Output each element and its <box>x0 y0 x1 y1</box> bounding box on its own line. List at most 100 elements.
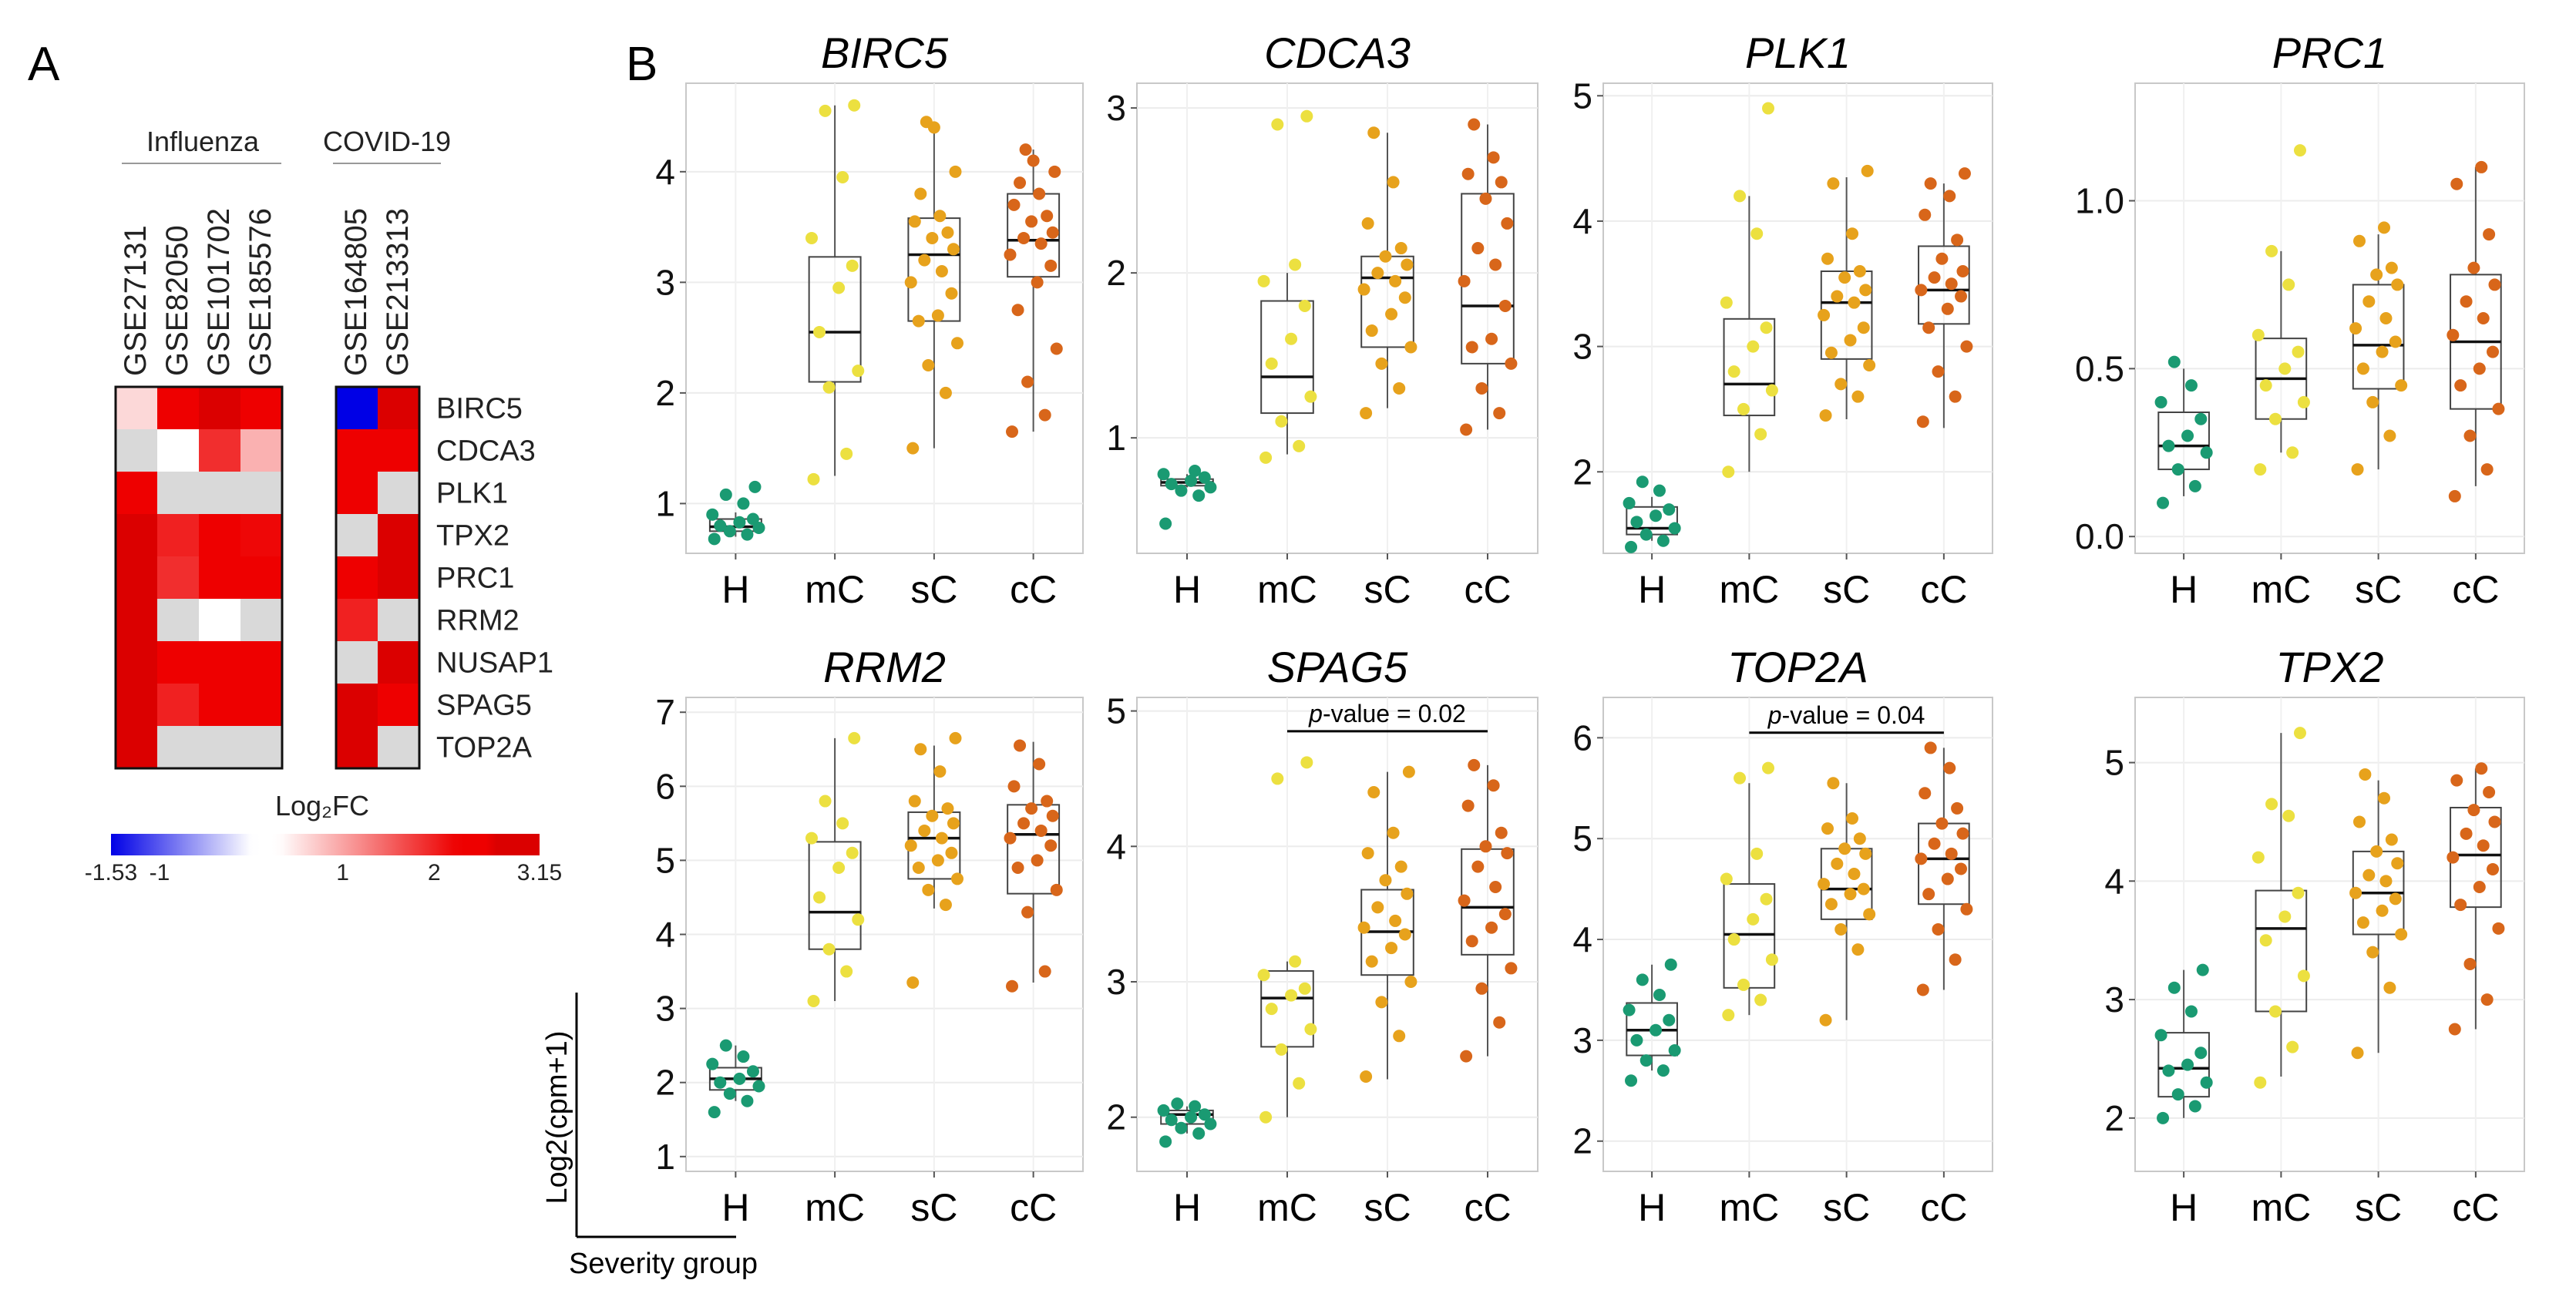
data-point-sC <box>1357 921 1370 934</box>
data-point-cC <box>1501 847 1514 860</box>
data-point-sC <box>1824 346 1838 359</box>
pvalue-rest: -value = 0.04 <box>1782 701 1925 729</box>
heatmap-cell <box>336 556 378 600</box>
data-point-H <box>708 1106 721 1119</box>
heatmap-cell <box>199 599 241 642</box>
data-point-cC <box>1458 894 1471 907</box>
data-point-sC <box>945 846 958 859</box>
data-point-cC <box>1011 862 1024 875</box>
heatmap-gene-label: TOP2A <box>436 732 533 764</box>
data-point-cC <box>2473 881 2486 893</box>
data-point-H <box>1189 1100 1202 1113</box>
data-point-cC <box>1958 167 1971 180</box>
data-point-H <box>1189 464 1202 477</box>
data-point-sC <box>1361 217 1374 230</box>
data-point-mC <box>1750 227 1764 240</box>
heatmap-cell <box>378 387 420 430</box>
data-point-sC <box>2362 869 2376 882</box>
data-point-cC <box>1006 979 1019 993</box>
data-point-cC <box>1038 965 1051 978</box>
data-point-cC <box>2463 957 2477 970</box>
data-point-cC <box>2467 804 2480 817</box>
heatmap-cell <box>378 514 420 557</box>
panel-title: RRM2 <box>823 643 946 691</box>
x-tick-label: cC <box>1464 568 1511 611</box>
data-point-sC <box>1848 296 1861 309</box>
data-point-H <box>1198 1108 1211 1121</box>
heatmap-cell <box>116 684 158 727</box>
data-point-cC <box>1471 860 1485 873</box>
heatmap-dataset-label: GSE164805 <box>339 208 373 376</box>
x-tick-label: cC <box>1010 568 1057 611</box>
data-point-H <box>706 508 719 521</box>
data-point-H <box>1639 528 1653 541</box>
heatmap-colorbar-tick: 2 <box>428 860 441 885</box>
data-point-sC <box>2385 261 2398 274</box>
panel-frame <box>685 82 1084 554</box>
data-point-sC <box>926 809 939 822</box>
data-point-sC <box>1387 826 1400 839</box>
x-tick-label: mC <box>805 1186 865 1229</box>
heatmap-cell <box>199 684 241 727</box>
box-H <box>1160 1109 1214 1125</box>
data-point-H <box>1175 484 1188 497</box>
data-point-sC <box>1385 942 1398 955</box>
data-point-cC <box>2463 429 2477 442</box>
data-point-mC <box>1289 955 1302 968</box>
data-point-mC <box>1271 118 1284 131</box>
data-point-H <box>1668 1043 1681 1057</box>
heatmap-cell <box>336 387 378 430</box>
data-point-cC <box>1922 888 1935 901</box>
data-point-cC <box>1011 304 1024 317</box>
data-point-cC <box>2460 295 2473 308</box>
data-point-sC <box>1387 176 1400 189</box>
data-point-H <box>1165 478 1178 491</box>
heatmap-cell <box>199 726 241 769</box>
data-point-mC <box>2297 395 2310 408</box>
data-point-mC <box>1720 872 1733 885</box>
data-point-H <box>1636 973 1649 986</box>
panel-title: BIRC5 <box>821 29 949 77</box>
heatmap-cell <box>240 556 283 600</box>
data-point-cC <box>2483 786 2496 798</box>
pvalue-label: p-value = 0.02 <box>1308 700 1466 727</box>
data-point-cC <box>1916 983 1929 996</box>
heatmap-cell <box>336 684 378 727</box>
heatmap-cell <box>336 514 378 557</box>
x-tick-label: mC <box>2251 1186 2311 1229</box>
heatmap-cell <box>116 641 158 684</box>
data-point-sC <box>1365 324 1378 338</box>
data-point-H <box>1653 989 1666 1002</box>
heatmap-colorbar-tick: 3.15 <box>517 860 562 885</box>
data-point-mC <box>807 994 820 1007</box>
boxplot-panel-top2a: TOP2A 2 3 4 5 6 H mC sC cC p-value = 0.04 <box>1572 643 1993 1229</box>
data-point-sC <box>941 802 954 815</box>
data-point-sC <box>2349 886 2362 899</box>
boxplot-panel-prc1: PRC1 0.0 0.5 1.0 H mC sC cC <box>2075 29 2525 611</box>
data-point-sC <box>2383 981 2396 994</box>
data-point-sC <box>904 839 917 852</box>
data-point-cC <box>1960 902 1973 916</box>
data-point-H <box>723 525 736 538</box>
heatmap-gene-label: SPAG5 <box>436 690 532 722</box>
data-point-mC <box>1275 415 1288 428</box>
heatmap-gene-label: RRM2 <box>436 605 520 637</box>
heatmap-cell <box>157 599 200 642</box>
data-point-sC <box>933 210 947 223</box>
data-point-cC <box>2488 278 2501 291</box>
x-tick-label: sC <box>2355 568 2402 611</box>
data-point-mC <box>1298 299 1311 312</box>
data-point-cC <box>1007 780 1021 793</box>
data-point-sC <box>1851 390 1865 403</box>
data-point-sC <box>939 899 952 912</box>
heatmap-cell <box>157 514 200 557</box>
data-point-mC <box>848 731 861 744</box>
data-point-sC <box>2359 768 2372 781</box>
data-point-mC <box>2293 727 2306 740</box>
data-point-cC <box>1465 341 1478 354</box>
data-point-cC <box>1014 176 1027 190</box>
data-point-H <box>1636 475 1649 489</box>
y-tick-label: 7 <box>655 692 675 732</box>
data-point-H <box>737 497 750 510</box>
data-point-sC <box>920 116 933 129</box>
